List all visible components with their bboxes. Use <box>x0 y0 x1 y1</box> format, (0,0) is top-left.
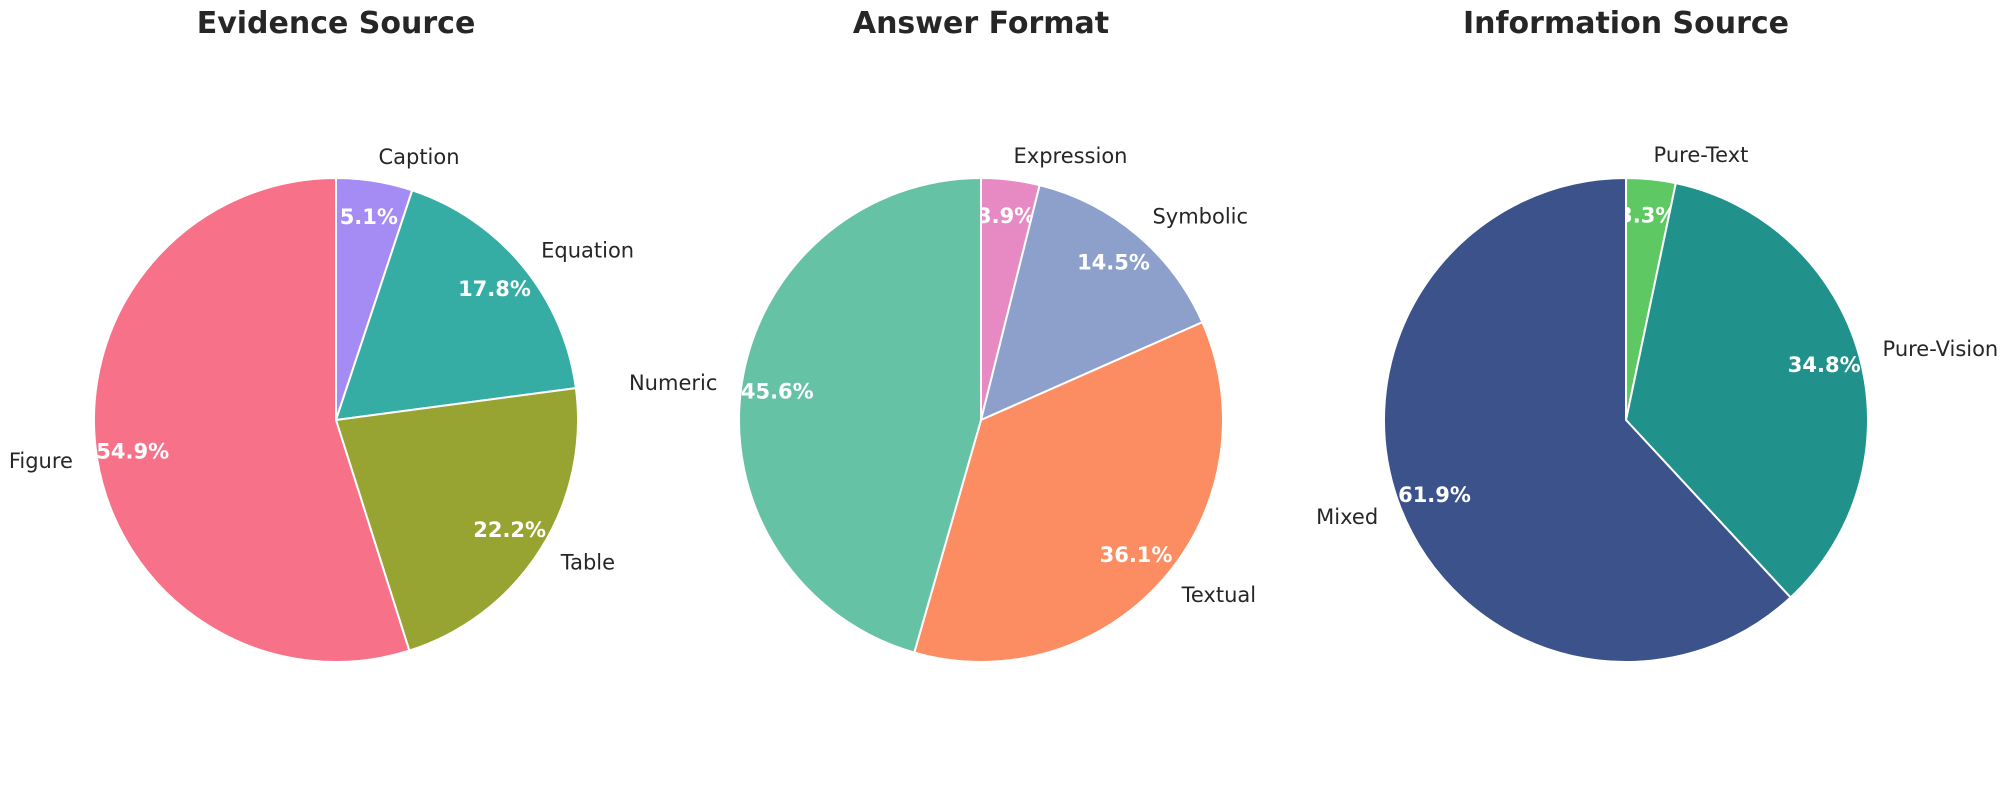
slice-label-table: Table <box>560 551 615 575</box>
slice-label-numeric: Numeric <box>629 371 717 395</box>
slice-percent-mixed: 61.9% <box>1398 483 1471 507</box>
pie-chart-information-source: Information Source Pure-Text3.3%Pure-Vis… <box>1316 6 1999 663</box>
slice-percent-expression: 3.9% <box>977 204 1035 228</box>
slice-label-textual: Textual <box>1181 583 1256 607</box>
slice-percent-table: 22.2% <box>473 518 546 542</box>
slice-label-equation: Equation <box>541 238 634 262</box>
slice-percent-numeric: 45.6% <box>741 379 814 403</box>
pie-slice-table <box>334 387 579 652</box>
slice-percent-equation: 17.8% <box>458 277 531 301</box>
slice-label-caption: Caption <box>378 145 459 169</box>
slice-label-symbolic: Symbolic <box>1152 204 1248 228</box>
slice-label-pure-vision: Pure-Vision <box>1883 337 1999 361</box>
slice-percent-pure-vision: 34.8% <box>1788 353 1861 377</box>
pie-chart-answer-format: Answer Format Expression 3.9% Symbolic14.5… <box>629 6 1256 663</box>
pie-slice-textual <box>913 320 1225 663</box>
chart-title: Evidence Source <box>197 6 476 41</box>
pie-slice-symbolic <box>979 184 1204 422</box>
slice-percent-textual: 36.1% <box>1100 543 1173 567</box>
slice-label-pure-text: Pure-Text <box>1654 143 1749 167</box>
pie-slice-equation <box>334 189 578 422</box>
pie-chart-evidence-source: Evidence Source Caption 5.1% Equation 17.8%… <box>9 6 634 663</box>
chart-title: Information Source <box>1463 6 1789 41</box>
slice-percent-symbolic: 14.5% <box>1077 251 1150 275</box>
pie-slice-figure <box>93 176 411 663</box>
slice-label-mixed: Mixed <box>1316 505 1378 529</box>
slice-label-figure: Figure <box>9 449 73 473</box>
slice-percent-caption: 5.1% <box>340 205 398 229</box>
slice-percent-figure: 54.9% <box>96 440 169 464</box>
pie-slice-numeric <box>738 176 982 654</box>
chart-title: Answer Format <box>853 6 1109 41</box>
slice-label-expression: Expression <box>1014 144 1128 168</box>
pie-slice-mixed <box>1383 176 1792 663</box>
pie-slice-pure-vision <box>1624 181 1869 599</box>
